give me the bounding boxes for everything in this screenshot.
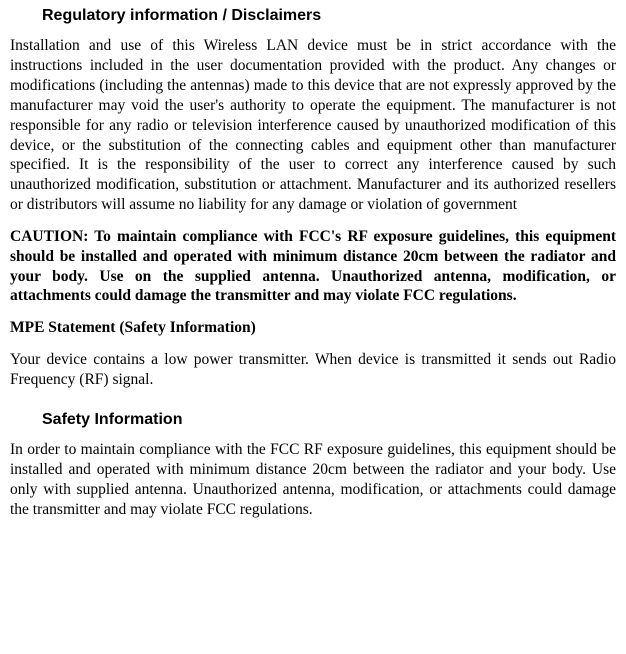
heading-mpe: MPE Statement (Safety Information) xyxy=(10,318,616,338)
paragraph-mpe: Your device contains a low power transmi… xyxy=(10,350,616,390)
heading-safety: Safety Information xyxy=(42,410,616,430)
paragraph-safety: In order to maintain compliance with the… xyxy=(10,440,616,519)
paragraph-caution: CAUTION: To maintain compliance with FCC… xyxy=(10,227,616,306)
heading-regulatory: Regulatory information / Disclaimers xyxy=(42,6,616,26)
document-page: Regulatory information / Disclaimers Ins… xyxy=(0,0,626,654)
spacer xyxy=(10,402,616,410)
paragraph-regulatory: Installation and use of this Wireless LA… xyxy=(10,36,616,214)
